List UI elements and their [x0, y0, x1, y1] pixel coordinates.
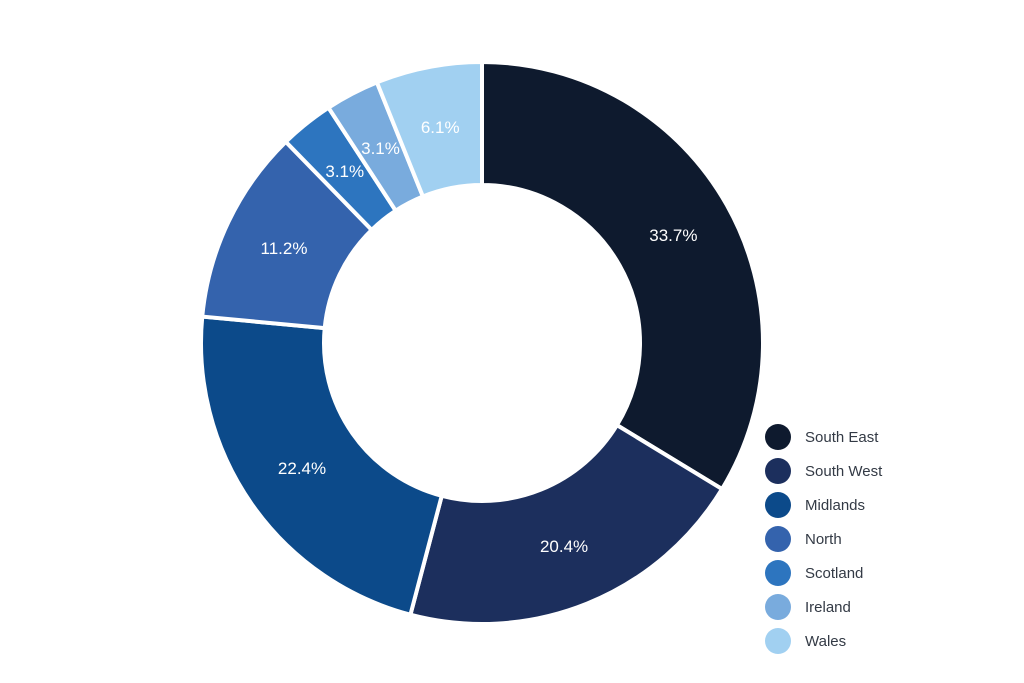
slice-data-label: 11.2% — [261, 239, 308, 258]
legend-item-scotland: Scotland — [765, 556, 882, 590]
chart-legend: South East South West Midlands North Sco… — [765, 420, 882, 658]
legend-swatch — [765, 458, 791, 484]
slice-data-label: 6.1% — [421, 118, 460, 137]
legend-label: Scotland — [805, 564, 864, 582]
donut-slice-wales — [374, 59, 484, 200]
donut-slice-south-west — [407, 422, 725, 626]
slice-data-label: 20.4% — [540, 537, 588, 556]
slice-data-label: 22.4% — [278, 459, 326, 478]
slice-data-label: 33.7% — [649, 226, 697, 245]
legend-item-wales: Wales — [765, 624, 882, 658]
slice-data-label: 3.1% — [325, 162, 364, 181]
legend-label: South East — [805, 428, 879, 446]
legend-label: Midlands — [805, 496, 866, 514]
legend-swatch — [765, 594, 791, 620]
legend-swatch — [765, 526, 791, 552]
legend-label: North — [805, 530, 842, 548]
legend-swatch — [765, 628, 791, 654]
legend-item-north: North — [765, 522, 882, 556]
legend-label: South West — [805, 462, 883, 480]
legend-swatch — [765, 492, 791, 518]
legend-item-ireland: Ireland — [765, 590, 882, 624]
legend-item-midlands: Midlands — [765, 488, 882, 522]
donut-slice-midlands — [199, 314, 445, 618]
legend-swatch — [765, 560, 791, 586]
legend-label: Wales — [805, 632, 847, 650]
legend-item-south-east: South East — [765, 420, 882, 454]
legend-label: Ireland — [805, 598, 851, 616]
legend-item-south-west: South West — [765, 454, 882, 488]
legend-swatch — [765, 424, 791, 450]
slice-data-label: 3.1% — [361, 139, 400, 158]
donut-slice-south-east — [480, 59, 765, 492]
